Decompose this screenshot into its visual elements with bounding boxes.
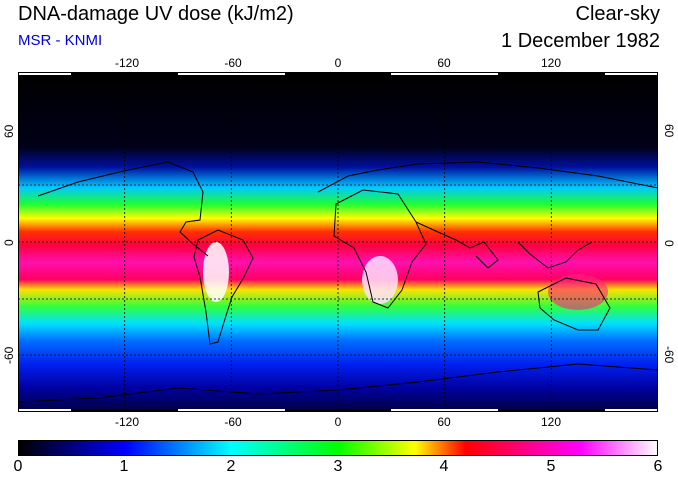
frame-seg [498, 72, 605, 75]
coast-australia [537, 277, 611, 331]
frame-seg [605, 72, 658, 75]
top-lon-tick: 120 [540, 56, 562, 70]
frame-seg [178, 72, 285, 75]
top-lon-tick: -120 [114, 56, 140, 70]
left-lat-tick: -60 [2, 346, 16, 364]
coast-europe-asia [317, 161, 658, 193]
map-date: 1 December 1982 [501, 30, 660, 52]
right-lat-tick: -60 [662, 346, 676, 364]
top-lon-tick: 60 [437, 56, 451, 70]
colorbar [18, 440, 658, 456]
frame-seg [71, 409, 178, 412]
bottom-lon-tick: -60 [224, 415, 242, 429]
frame-seg [285, 72, 391, 75]
uv-dose-map [18, 72, 658, 412]
coast-south-america [193, 229, 254, 345]
map-border [18, 72, 658, 412]
frame-seg [605, 409, 658, 412]
frame-seg [391, 72, 498, 75]
coast-arabia-india [415, 221, 499, 269]
frame-seg [18, 409, 71, 412]
top-lon-tick: 0 [334, 56, 342, 70]
bottom-lon-tick: 0 [334, 415, 342, 429]
top-lon-tick: -60 [224, 56, 242, 70]
bottom-lon-tick: 60 [437, 415, 451, 429]
map-title: DNA-damage UV dose (kJ/m2) [18, 3, 294, 25]
colorbar-label: 6 [653, 458, 663, 475]
colorbar-label: 2 [226, 458, 236, 475]
left-lat-tick: 60 [2, 124, 16, 138]
bottom-lon-tick: -120 [114, 415, 140, 429]
colorbar-label: 5 [546, 458, 556, 475]
frame-seg [71, 72, 178, 75]
colorbar-label: 3 [333, 458, 343, 475]
coast-africa [333, 189, 427, 309]
frame-seg [498, 409, 605, 412]
frame-seg [178, 409, 285, 412]
hotspot-south-america [203, 242, 229, 302]
colorbar-label: 0 [13, 458, 23, 475]
bottom-lon-tick: 120 [540, 415, 562, 429]
left-lat-tick: 0 [2, 239, 16, 247]
sky-condition: Clear-sky [575, 3, 660, 25]
frame-seg [391, 409, 498, 412]
coast-north-america [37, 161, 209, 257]
frame-seg [285, 409, 391, 412]
colorbar-label: 1 [119, 458, 129, 475]
source-label: MSR - KNMI [18, 32, 103, 49]
coast-southeast-asia [517, 241, 593, 269]
right-lat-tick: 0 [662, 239, 676, 247]
right-lat-tick: 60 [662, 124, 676, 138]
frame-seg [18, 72, 71, 75]
hotspot-australia [548, 274, 608, 310]
colorbar-label: 4 [439, 458, 449, 475]
